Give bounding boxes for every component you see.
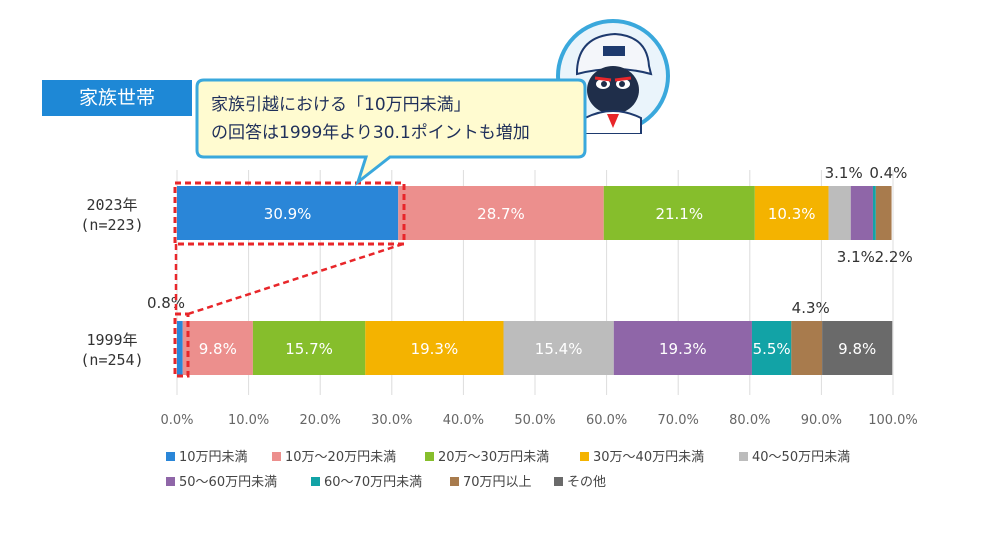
bar-segment xyxy=(822,321,893,375)
x-tick-label: 80.0% xyxy=(729,413,770,428)
bar-segment xyxy=(872,186,876,240)
legend-label: その他 xyxy=(567,475,606,490)
legend-label: 20万～30万円未満 xyxy=(438,450,549,465)
data-label: 15.7% xyxy=(285,340,333,358)
x-tick-label: 20.0% xyxy=(300,413,341,428)
data-label: 4.3% xyxy=(792,299,830,317)
legend-swatch xyxy=(425,452,434,461)
legend-swatch xyxy=(311,477,320,486)
legend-label: 10万円未満 xyxy=(179,450,248,465)
x-tick-label: 0.0% xyxy=(160,413,193,428)
bar-segment xyxy=(828,186,851,240)
data-label: 0.4% xyxy=(869,164,907,182)
legend-label: 30万～40万円未満 xyxy=(593,450,704,465)
callout-line-2: の回答は1999年より30.1ポイントも増加 xyxy=(211,123,530,143)
data-label: 15.4% xyxy=(535,340,583,358)
legend-label: 50～60万円未満 xyxy=(179,475,277,490)
data-label: 3.1% xyxy=(837,248,875,266)
x-tick-label: 30.0% xyxy=(371,413,412,428)
legend-swatch xyxy=(272,452,281,461)
data-label: 19.3% xyxy=(659,340,707,358)
highlight-box-2023 xyxy=(173,181,406,246)
data-label: 3.1% xyxy=(825,164,863,182)
data-label: 5.5% xyxy=(753,340,791,358)
category-label: 1999年 xyxy=(86,331,137,349)
highlight-box-1999 xyxy=(173,312,190,378)
bar-segment xyxy=(252,321,366,375)
bar-segment xyxy=(177,321,183,375)
x-tick-label: 70.0% xyxy=(658,413,699,428)
x-tick-label: 40.0% xyxy=(443,413,484,428)
data-label: 21.1% xyxy=(655,205,703,223)
data-label: 0.8% xyxy=(147,294,185,312)
legend-label: 60～70万円未満 xyxy=(324,475,422,490)
x-tick-label: 60.0% xyxy=(586,413,627,428)
x-tick-label: 100.0% xyxy=(868,413,918,428)
bar-segment xyxy=(398,186,604,240)
legend-swatch xyxy=(450,477,459,486)
x-tick-label: 90.0% xyxy=(801,413,842,428)
legend-swatch xyxy=(580,452,589,461)
data-label: 9.8% xyxy=(199,340,237,358)
bar-segment xyxy=(751,321,792,375)
bar-segment xyxy=(177,186,399,240)
callout-bubble: 家族引越における「10万円未満」 の回答は1999年より30.1ポイントも増加 xyxy=(195,78,587,187)
data-label: 28.7% xyxy=(477,205,525,223)
legend-swatch xyxy=(739,452,748,461)
bar-segment xyxy=(754,186,829,240)
legend-label: 10万～20万円未満 xyxy=(285,450,396,465)
data-label: 2.2% xyxy=(875,248,913,266)
data-label: 9.8% xyxy=(838,340,876,358)
bar-segment xyxy=(603,186,755,240)
bar-segment xyxy=(365,321,504,375)
data-label: 10.3% xyxy=(768,205,816,223)
callout-line-1: 家族引越における「10万円未満」 xyxy=(211,95,471,115)
bar-segment xyxy=(850,186,873,240)
bar-segment xyxy=(182,321,253,375)
data-label: 30.9% xyxy=(264,205,312,223)
category-label: 2023年 xyxy=(86,196,137,214)
legend-swatch xyxy=(166,452,175,461)
bar-segment xyxy=(791,321,823,375)
highlight-connector-right xyxy=(187,242,404,316)
category-label: (n=223) xyxy=(80,216,143,234)
bar-segment xyxy=(503,321,614,375)
bar-segment xyxy=(613,321,752,375)
data-label: 19.3% xyxy=(411,340,459,358)
legend-label: 40～50万円未満 xyxy=(752,450,850,465)
x-tick-label: 50.0% xyxy=(514,413,555,428)
legend-swatch xyxy=(166,477,175,486)
legend-label: 70万円以上 xyxy=(463,475,532,490)
x-tick-label: 10.0% xyxy=(228,413,269,428)
section-label: 家族世帯 xyxy=(42,80,192,116)
category-label: (n=254) xyxy=(80,351,143,369)
legend-swatch xyxy=(554,477,563,486)
bar-segment xyxy=(875,186,892,240)
